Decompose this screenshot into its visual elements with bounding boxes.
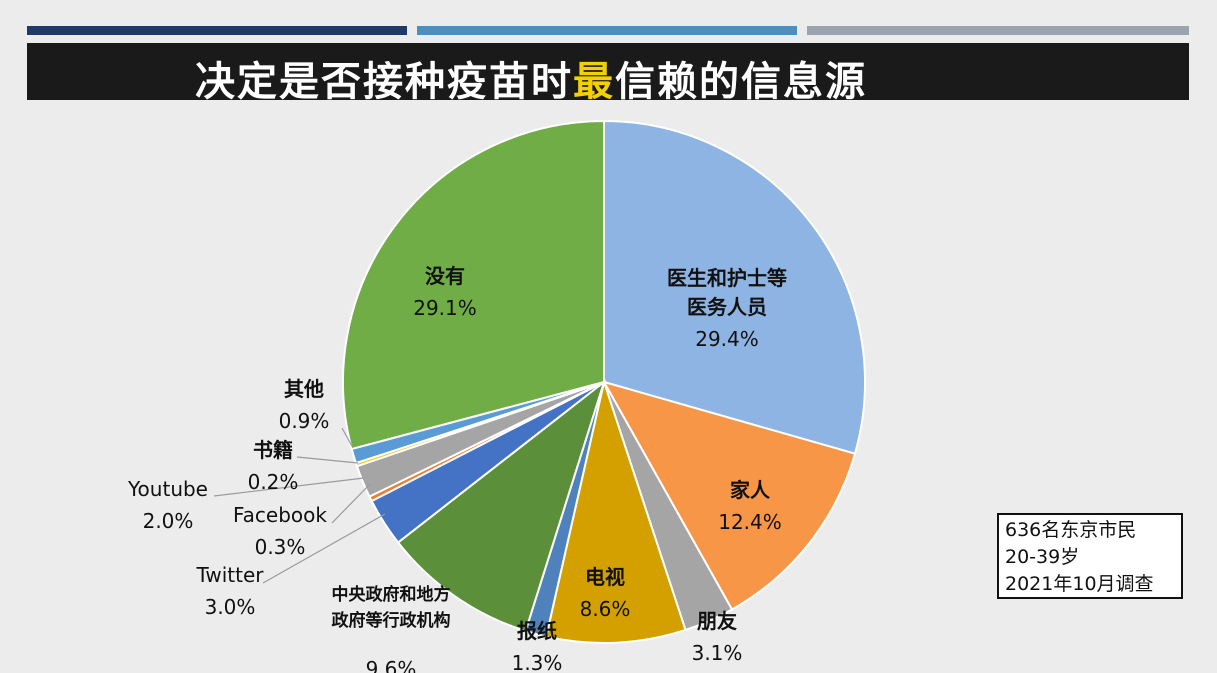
slice-percent: 29.1% bbox=[413, 296, 477, 320]
slice-label: 政府等行政机构 bbox=[332, 610, 451, 631]
leader-line bbox=[341, 427, 354, 449]
slice-label: 其他 bbox=[284, 377, 324, 401]
accent-bar-2 bbox=[417, 26, 797, 35]
slice-percent: 3.0% bbox=[205, 595, 256, 619]
accent-bar-1 bbox=[27, 26, 407, 35]
slice-label: Twitter bbox=[195, 563, 264, 587]
slice-percent: 12.4% bbox=[718, 510, 782, 534]
slice-percent: 9.6% bbox=[366, 657, 417, 673]
slice-percent: 0.2% bbox=[248, 470, 299, 494]
title-highlight: 最 bbox=[573, 59, 615, 105]
note-line-2: 20-39岁 bbox=[1005, 546, 1080, 568]
pie-slice bbox=[341, 119, 605, 451]
slice-label: 没有 bbox=[425, 264, 465, 288]
pie-slice bbox=[545, 378, 687, 644]
slice-percent: 1.3% bbox=[512, 651, 563, 673]
slice-label: 中央政府和地方 bbox=[332, 584, 451, 605]
slice-label: 报纸 bbox=[517, 619, 557, 643]
slice-percent: 8.6% bbox=[580, 597, 631, 621]
slice-label: Youtube bbox=[127, 477, 208, 501]
slice-label: Facebook bbox=[233, 503, 327, 527]
slice-percent: 0.9% bbox=[279, 409, 330, 433]
note-line-1: 636名东京市民 bbox=[1005, 519, 1137, 541]
slice-label: 朋友 bbox=[697, 609, 737, 633]
leader-line bbox=[331, 483, 371, 524]
slice-label: 医务人员 bbox=[687, 295, 767, 319]
survey-note-box: 636名东京市民 20-39岁 2021年10月调查 bbox=[997, 513, 1183, 599]
slice-percent: 29.4% bbox=[695, 327, 759, 351]
title-bar: 决定是否接种疫苗时最信赖的信息源 bbox=[27, 43, 1189, 105]
slice-percent: 2.0% bbox=[143, 509, 194, 533]
slice-label: 电视 bbox=[585, 565, 625, 589]
pie-slice bbox=[396, 379, 606, 633]
page-title: 决定是否接种疫苗时最信赖的信息源 bbox=[195, 49, 867, 107]
accent-bar-3 bbox=[807, 26, 1189, 35]
leader-line bbox=[296, 456, 359, 464]
slice-label: 医生和护士等 bbox=[667, 266, 787, 290]
title-part-1: 决定是否接种疫苗时 bbox=[195, 59, 573, 105]
slice-percent: 0.3% bbox=[255, 535, 306, 559]
slice-label: 家人 bbox=[730, 478, 771, 502]
note-line-3: 2021年10月调查 bbox=[1005, 573, 1154, 595]
title-part-2: 信赖的信息源 bbox=[615, 59, 867, 105]
pie-slice bbox=[601, 380, 857, 611]
leader-line bbox=[262, 513, 386, 584]
slice-label: 书籍 bbox=[253, 438, 293, 462]
leader-line bbox=[213, 477, 365, 497]
slice-percent: 3.1% bbox=[692, 641, 743, 665]
pie-slice bbox=[603, 119, 866, 455]
